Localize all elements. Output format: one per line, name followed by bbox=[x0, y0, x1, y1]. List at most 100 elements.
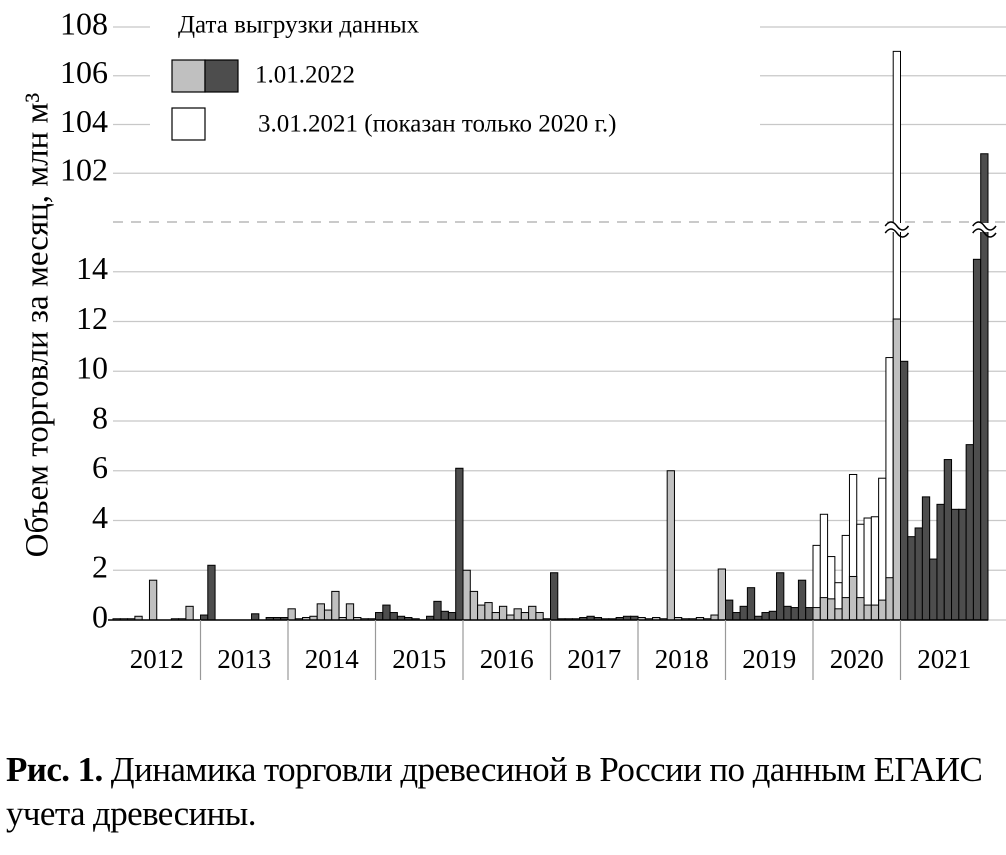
legend-swatch bbox=[204, 59, 239, 93]
bar bbox=[462, 569, 471, 621]
chart: Объем торговли за месяц, млн м³ 0 2 4 6 8 10 1… bbox=[20, 5, 1006, 680]
break-gap bbox=[887, 223, 907, 232]
legend-swatch bbox=[171, 59, 206, 93]
bar bbox=[972, 258, 982, 621]
bar bbox=[287, 608, 296, 621]
bar bbox=[805, 607, 814, 621]
bar bbox=[491, 612, 500, 621]
bar bbox=[797, 579, 807, 621]
bar bbox=[783, 605, 792, 621]
bar bbox=[717, 568, 726, 621]
bar bbox=[323, 609, 333, 621]
legend-swatch bbox=[171, 107, 206, 141]
y-tick-label: 6 bbox=[92, 449, 108, 485]
bar bbox=[863, 604, 872, 621]
bar bbox=[834, 608, 843, 621]
x-tick-label: 2019 bbox=[742, 644, 796, 674]
bar bbox=[819, 597, 829, 621]
bar bbox=[375, 612, 384, 621]
bar bbox=[951, 508, 960, 621]
bar bbox=[455, 467, 464, 621]
bar bbox=[528, 605, 537, 621]
y-tick-label: 108 bbox=[60, 5, 108, 41]
bar bbox=[856, 597, 865, 621]
x-tick-label: 2012 bbox=[130, 644, 184, 674]
break-mark bbox=[884, 221, 910, 238]
bar bbox=[535, 612, 544, 621]
bar bbox=[790, 607, 799, 621]
y-tick-label: 106 bbox=[60, 54, 108, 90]
x-tick-label: 2016 bbox=[480, 644, 534, 674]
x-tick-label: 2014 bbox=[305, 644, 360, 674]
y-tick-label: 4 bbox=[92, 499, 108, 535]
bar bbox=[513, 608, 522, 621]
bar bbox=[921, 496, 931, 621]
x-tick-label: 2013 bbox=[217, 644, 271, 674]
bar bbox=[943, 459, 953, 621]
bar bbox=[185, 605, 194, 621]
bar bbox=[827, 598, 836, 621]
bar bbox=[666, 470, 675, 621]
bar bbox=[936, 503, 945, 621]
bar bbox=[251, 613, 260, 621]
bar bbox=[469, 590, 479, 621]
y-tick-label: 8 bbox=[92, 399, 108, 435]
y-tick-label: 102 bbox=[60, 152, 108, 188]
bar bbox=[776, 572, 785, 621]
bar bbox=[739, 605, 748, 621]
bar bbox=[746, 587, 756, 621]
bar bbox=[498, 605, 508, 621]
legend-bg bbox=[150, 8, 760, 150]
bar bbox=[878, 477, 887, 621]
y-tick-label: 0 bbox=[92, 598, 108, 634]
bar bbox=[929, 558, 938, 621]
bar bbox=[433, 600, 442, 621]
bar bbox=[345, 603, 355, 621]
bar bbox=[958, 508, 967, 621]
bar bbox=[207, 564, 216, 621]
legend-label: 1.01.2022 bbox=[255, 62, 355, 89]
bar bbox=[914, 527, 923, 621]
bar bbox=[907, 536, 916, 621]
bar bbox=[965, 444, 974, 621]
bar bbox=[732, 612, 741, 621]
bar bbox=[316, 603, 325, 621]
legend-label: 3.01.2021 (показан только 2020 г.) bbox=[258, 111, 616, 138]
bar bbox=[440, 610, 449, 621]
break-mark bbox=[972, 221, 997, 238]
caption: Рис. 1. Динамика торговли древесиной в Р… bbox=[6, 748, 1006, 836]
x-tick-label: 2015 bbox=[392, 644, 446, 674]
break-gap bbox=[974, 223, 994, 232]
bar bbox=[484, 602, 493, 621]
bar bbox=[870, 604, 880, 621]
caption-text: Динамика торговли древесиной в России по… bbox=[6, 750, 983, 833]
bar bbox=[148, 579, 158, 621]
bar bbox=[885, 577, 894, 621]
bar bbox=[892, 318, 901, 621]
bar bbox=[870, 516, 880, 621]
bar bbox=[550, 572, 559, 621]
bar bbox=[812, 607, 821, 621]
bar bbox=[520, 612, 530, 621]
y-tick-label: 14 bbox=[76, 250, 108, 286]
y-axis-label: Объем торговли за месяц, млн м³ bbox=[20, 93, 56, 558]
bar bbox=[848, 575, 858, 621]
bar bbox=[761, 612, 770, 621]
bar bbox=[725, 599, 734, 621]
bar bbox=[477, 604, 486, 621]
y-tick-label: 12 bbox=[76, 300, 108, 336]
bar bbox=[382, 604, 391, 621]
bar bbox=[768, 610, 778, 621]
bar bbox=[900, 360, 909, 621]
bar bbox=[389, 612, 398, 621]
x-tick-label: 2021 bbox=[917, 644, 971, 674]
x-tick-label: 2018 bbox=[655, 644, 709, 674]
bar bbox=[878, 599, 887, 621]
y-tick-label: 10 bbox=[76, 350, 108, 386]
y-tick-label: 104 bbox=[60, 103, 108, 139]
bar bbox=[447, 612, 457, 621]
bar bbox=[841, 597, 850, 621]
x-tick-label: 2020 bbox=[830, 644, 884, 674]
y-tick-label: 2 bbox=[92, 549, 108, 585]
